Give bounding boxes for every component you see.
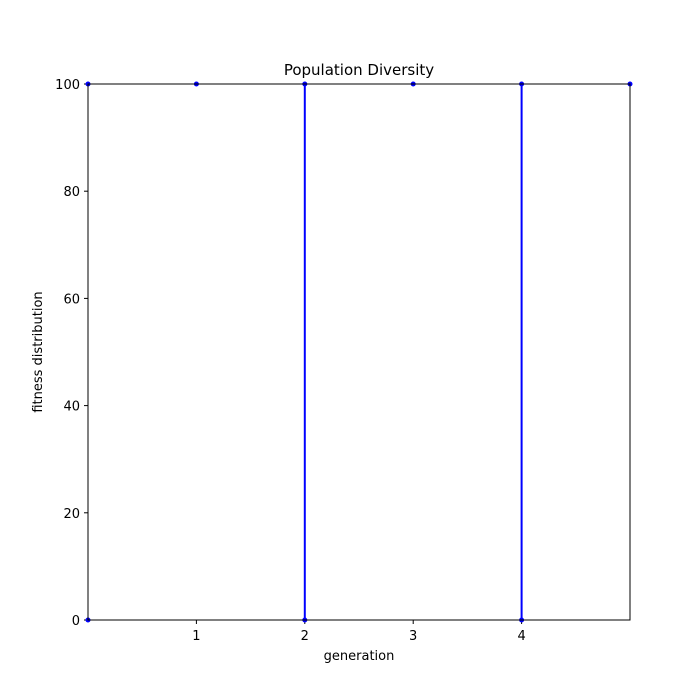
y-tick-label: 20: [63, 507, 80, 522]
x-tick-label: 4: [517, 629, 525, 644]
y-tick-label: 100: [55, 78, 80, 93]
y-axis-label: fitness distribution: [31, 291, 46, 412]
y-tick-label: 0: [72, 614, 80, 629]
x-tick-label: 2: [301, 629, 309, 644]
x-axis-label: generation: [324, 649, 395, 664]
y-tick-label: 80: [63, 185, 80, 200]
plot-frame: [87, 83, 631, 621]
x-tick-label: 1: [192, 629, 200, 644]
x-tick-label: 3: [409, 629, 417, 644]
y-tick-label: 40: [63, 400, 80, 415]
y-tick-label: 60: [63, 292, 80, 307]
plot-lines: [303, 84, 523, 620]
chart-title: Population Diversity: [284, 61, 434, 79]
